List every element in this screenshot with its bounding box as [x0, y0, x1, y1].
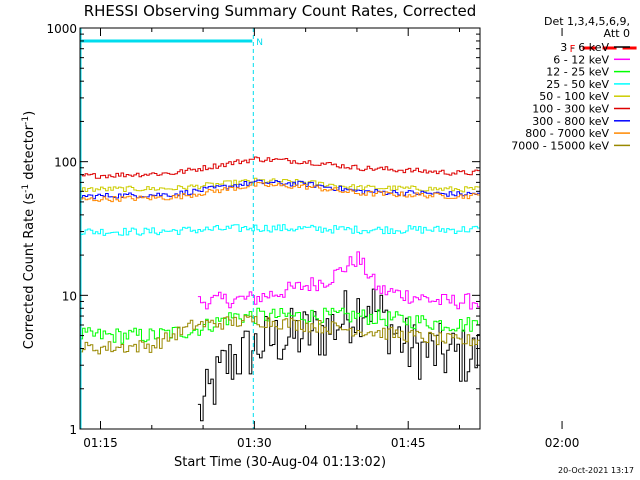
legend-label: 25 - 50 keV — [546, 78, 609, 91]
series-3-6keV — [197, 288, 481, 422]
series-7000-15000keV — [80, 315, 481, 355]
x-tick-label: 01:45 — [391, 436, 426, 450]
series-100-300keV — [80, 156, 481, 179]
y-tick-label: 10 — [62, 289, 77, 303]
series-line — [197, 251, 481, 310]
flare-label: F — [570, 44, 576, 55]
legend-label: 12 - 25 keV — [546, 66, 609, 79]
series-25-50keV — [80, 224, 481, 236]
saa-label: N — [256, 38, 263, 48]
series-line — [80, 182, 481, 203]
legend-label: 7000 - 15000 keV — [511, 139, 609, 152]
series-line — [80, 315, 481, 355]
series-line — [80, 156, 481, 179]
series-50-100keV — [80, 177, 481, 193]
series-line — [80, 224, 481, 236]
series-line — [80, 307, 481, 344]
series-12-25keV — [80, 307, 481, 344]
x-tick-label: 02:00 — [545, 436, 580, 450]
legend-header-line2: Att 0 — [604, 27, 630, 40]
y-tick-label: 1 — [69, 423, 77, 437]
legend-label: 300 - 800 keV — [532, 115, 609, 128]
y-axis: 1 10 100 1000 — [46, 22, 480, 437]
legend-label: 6 - 12 keV — [553, 53, 609, 66]
y-tick-label: 1000 — [46, 22, 77, 36]
legend-label: 100 - 300 keV — [532, 103, 609, 116]
y-tick-label: 100 — [54, 156, 77, 170]
series-line — [80, 177, 481, 193]
x-tick-label: 01:15 — [83, 436, 118, 450]
plot-frame — [79, 27, 481, 430]
series-line — [80, 179, 481, 200]
series-line — [197, 288, 481, 422]
footer-timestamp: 20-Oct-2021 13:17 — [558, 466, 634, 475]
series-6-12keV — [197, 251, 481, 310]
legend-label: 800 - 7000 keV — [525, 127, 609, 140]
series-800-7000keV — [80, 182, 481, 203]
annotation-layer: NF — [80, 28, 640, 429]
chart-title: RHESSI Observing Summary Count Rates, Co… — [84, 2, 477, 20]
series-300-800keV — [80, 179, 481, 200]
legend-label: 3 - 6 keV — [560, 41, 609, 54]
legend-label: 50 - 100 keV — [539, 90, 609, 103]
x-axis-label: Start Time (30-Aug-04 01:13:02) — [174, 455, 386, 470]
series-layer — [80, 156, 481, 422]
legend-header-line1: Det 1,3,4,5,6,9, — [544, 15, 630, 28]
x-tick-label: 01:30 — [237, 436, 272, 450]
y-axis-label: Corrected Count Rate (s-1 detector-1) — [21, 111, 37, 349]
